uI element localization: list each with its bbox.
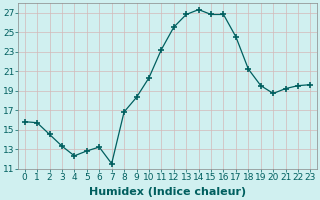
X-axis label: Humidex (Indice chaleur): Humidex (Indice chaleur) [89,187,246,197]
